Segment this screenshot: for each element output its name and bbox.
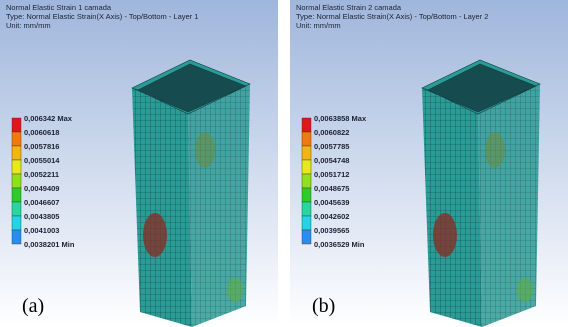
strain-hotspot	[433, 213, 457, 257]
legend-swatch	[302, 132, 311, 146]
legend-label: 0,0042602	[314, 212, 349, 221]
legend-label: 0,0048675	[314, 184, 349, 193]
legend-label: 0,0063858 Max	[314, 114, 367, 123]
legend-label: 0,0041003	[24, 226, 59, 235]
legend-label: 0,0039565	[314, 226, 349, 235]
legend-swatch	[302, 118, 311, 132]
legend-swatch	[302, 202, 311, 216]
tube-left-face	[422, 88, 482, 327]
legend-label: 0,0060618	[24, 128, 59, 137]
title-line: Normal Elastic Strain 1 camada	[6, 3, 112, 12]
legend-label: 0,006342 Max	[24, 114, 73, 123]
legend-swatch	[302, 230, 311, 244]
strain-zone	[517, 278, 533, 302]
legend-swatch	[302, 146, 311, 160]
legend-swatch	[12, 202, 21, 216]
strain-zone	[227, 278, 243, 302]
strain-zone	[195, 132, 215, 168]
legend-label: 0,0057785	[314, 142, 349, 151]
tube-left-face	[132, 88, 192, 327]
legend-swatch	[12, 188, 21, 202]
title-line: Unit: mm/mm	[296, 21, 341, 30]
legend-swatch	[302, 188, 311, 202]
legend-swatch	[12, 216, 21, 230]
title-line: Normal Elastic Strain 2 camada	[296, 3, 402, 12]
legend-swatch	[12, 146, 21, 160]
legend-label: 0,0045639	[314, 198, 349, 207]
legend-label: 0,0060822	[314, 128, 349, 137]
legend-label: 0,0052211	[24, 170, 59, 179]
panel-label: (a)	[22, 295, 44, 317]
title-line: Type: Normal Elastic Strain(X Axis) - To…	[6, 12, 198, 21]
legend-label: 0,0057816	[24, 142, 59, 151]
legend-swatch	[302, 174, 311, 188]
title-line: Type: Normal Elastic Strain(X Axis) - To…	[296, 12, 488, 21]
legend-label: 0,0049409	[24, 184, 59, 193]
strain-zone	[485, 132, 505, 168]
legend-label: 0,0043805	[24, 212, 59, 221]
legend-label: 0,0054748	[314, 156, 349, 165]
title-line: Unit: mm/mm	[6, 21, 51, 30]
legend-label: 0,0038201 Min	[24, 240, 75, 249]
legend-label: 0,0036529 Min	[314, 240, 365, 249]
legend-swatch	[12, 160, 21, 174]
legend-swatch	[12, 118, 21, 132]
legend-label: 0,0055014	[24, 156, 60, 165]
legend-label: 0,0051712	[314, 170, 349, 179]
legend-swatch	[12, 230, 21, 244]
figure: Normal Elastic Strain 1 camadaType: Norm…	[0, 0, 568, 327]
legend-label: 0,0046607	[24, 198, 59, 207]
legend-swatch	[12, 132, 21, 146]
legend-swatch	[302, 216, 311, 230]
legend-swatch	[302, 160, 311, 174]
legend-swatch	[12, 174, 21, 188]
panel-label: (b)	[312, 295, 335, 317]
strain-hotspot	[143, 213, 167, 257]
